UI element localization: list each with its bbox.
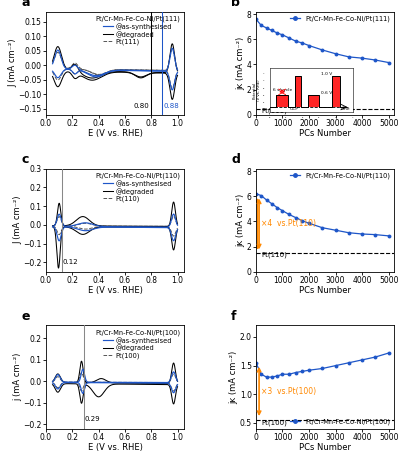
Legend: @as-synthesised, @degraded, Pt(110): @as-synthesised, @degraded, Pt(110) <box>94 172 181 203</box>
Text: e: e <box>21 310 30 323</box>
Y-axis label: j (mA cm⁻²): j (mA cm⁻²) <box>13 353 22 401</box>
Legend: Pt/Cr-Mn-Fe-Co-Ni/Pt(110): Pt/Cr-Mn-Fe-Co-Ni/Pt(110) <box>290 172 391 180</box>
X-axis label: E (V vs. RHE): E (V vs. RHE) <box>88 286 142 295</box>
X-axis label: PCs Number: PCs Number <box>299 444 351 452</box>
FancyArrowPatch shape <box>256 200 259 248</box>
Legend: Pt/Cr-Mn-Fe-Co-Ni/Pt(111): Pt/Cr-Mn-Fe-Co-Ni/Pt(111) <box>290 15 391 23</box>
Text: Pt(111): Pt(111) <box>261 107 287 114</box>
X-axis label: E (V vs. RHE): E (V vs. RHE) <box>88 444 142 452</box>
Legend: @as-synthesised, @degraded, Pt(100): @as-synthesised, @degraded, Pt(100) <box>94 329 181 359</box>
Text: 0.29: 0.29 <box>85 416 100 422</box>
Text: f: f <box>231 310 236 323</box>
Text: ×4  vs.Pt(110): ×4 vs.Pt(110) <box>261 219 316 228</box>
Text: ×3  vs.Pt(100): ×3 vs.Pt(100) <box>261 387 316 396</box>
X-axis label: PCs Number: PCs Number <box>299 286 351 295</box>
Legend: Pt/Cr-Mn-Fe-Co-Ni/Pt(100): Pt/Cr-Mn-Fe-Co-Ni/Pt(100) <box>290 418 391 426</box>
Y-axis label: J (mA cm⁻²): J (mA cm⁻²) <box>8 39 17 87</box>
Y-axis label: jᴋ (mA cm⁻²): jᴋ (mA cm⁻²) <box>236 36 246 90</box>
Text: d: d <box>231 153 240 166</box>
Y-axis label: jᴋ (mA cm⁻²): jᴋ (mA cm⁻²) <box>229 351 238 404</box>
Legend: @as-synthesised, @degraded, Pt(111): @as-synthesised, @degraded, Pt(111) <box>94 15 181 46</box>
Text: 0.12: 0.12 <box>62 259 78 265</box>
Text: b: b <box>231 0 240 10</box>
Y-axis label: jᴋ (mA cm⁻²): jᴋ (mA cm⁻²) <box>236 194 246 247</box>
Text: 0.80: 0.80 <box>134 103 149 109</box>
X-axis label: PCs Number: PCs Number <box>299 129 351 139</box>
Text: c: c <box>21 153 28 166</box>
Text: Pt(110): Pt(110) <box>261 252 287 258</box>
Y-axis label: J (mA cm⁻²): J (mA cm⁻²) <box>13 196 22 244</box>
X-axis label: E (V vs. RHE): E (V vs. RHE) <box>88 129 142 139</box>
Text: 0.88: 0.88 <box>164 103 180 109</box>
Text: Pt(100): Pt(100) <box>261 419 287 426</box>
Text: a: a <box>21 0 30 10</box>
